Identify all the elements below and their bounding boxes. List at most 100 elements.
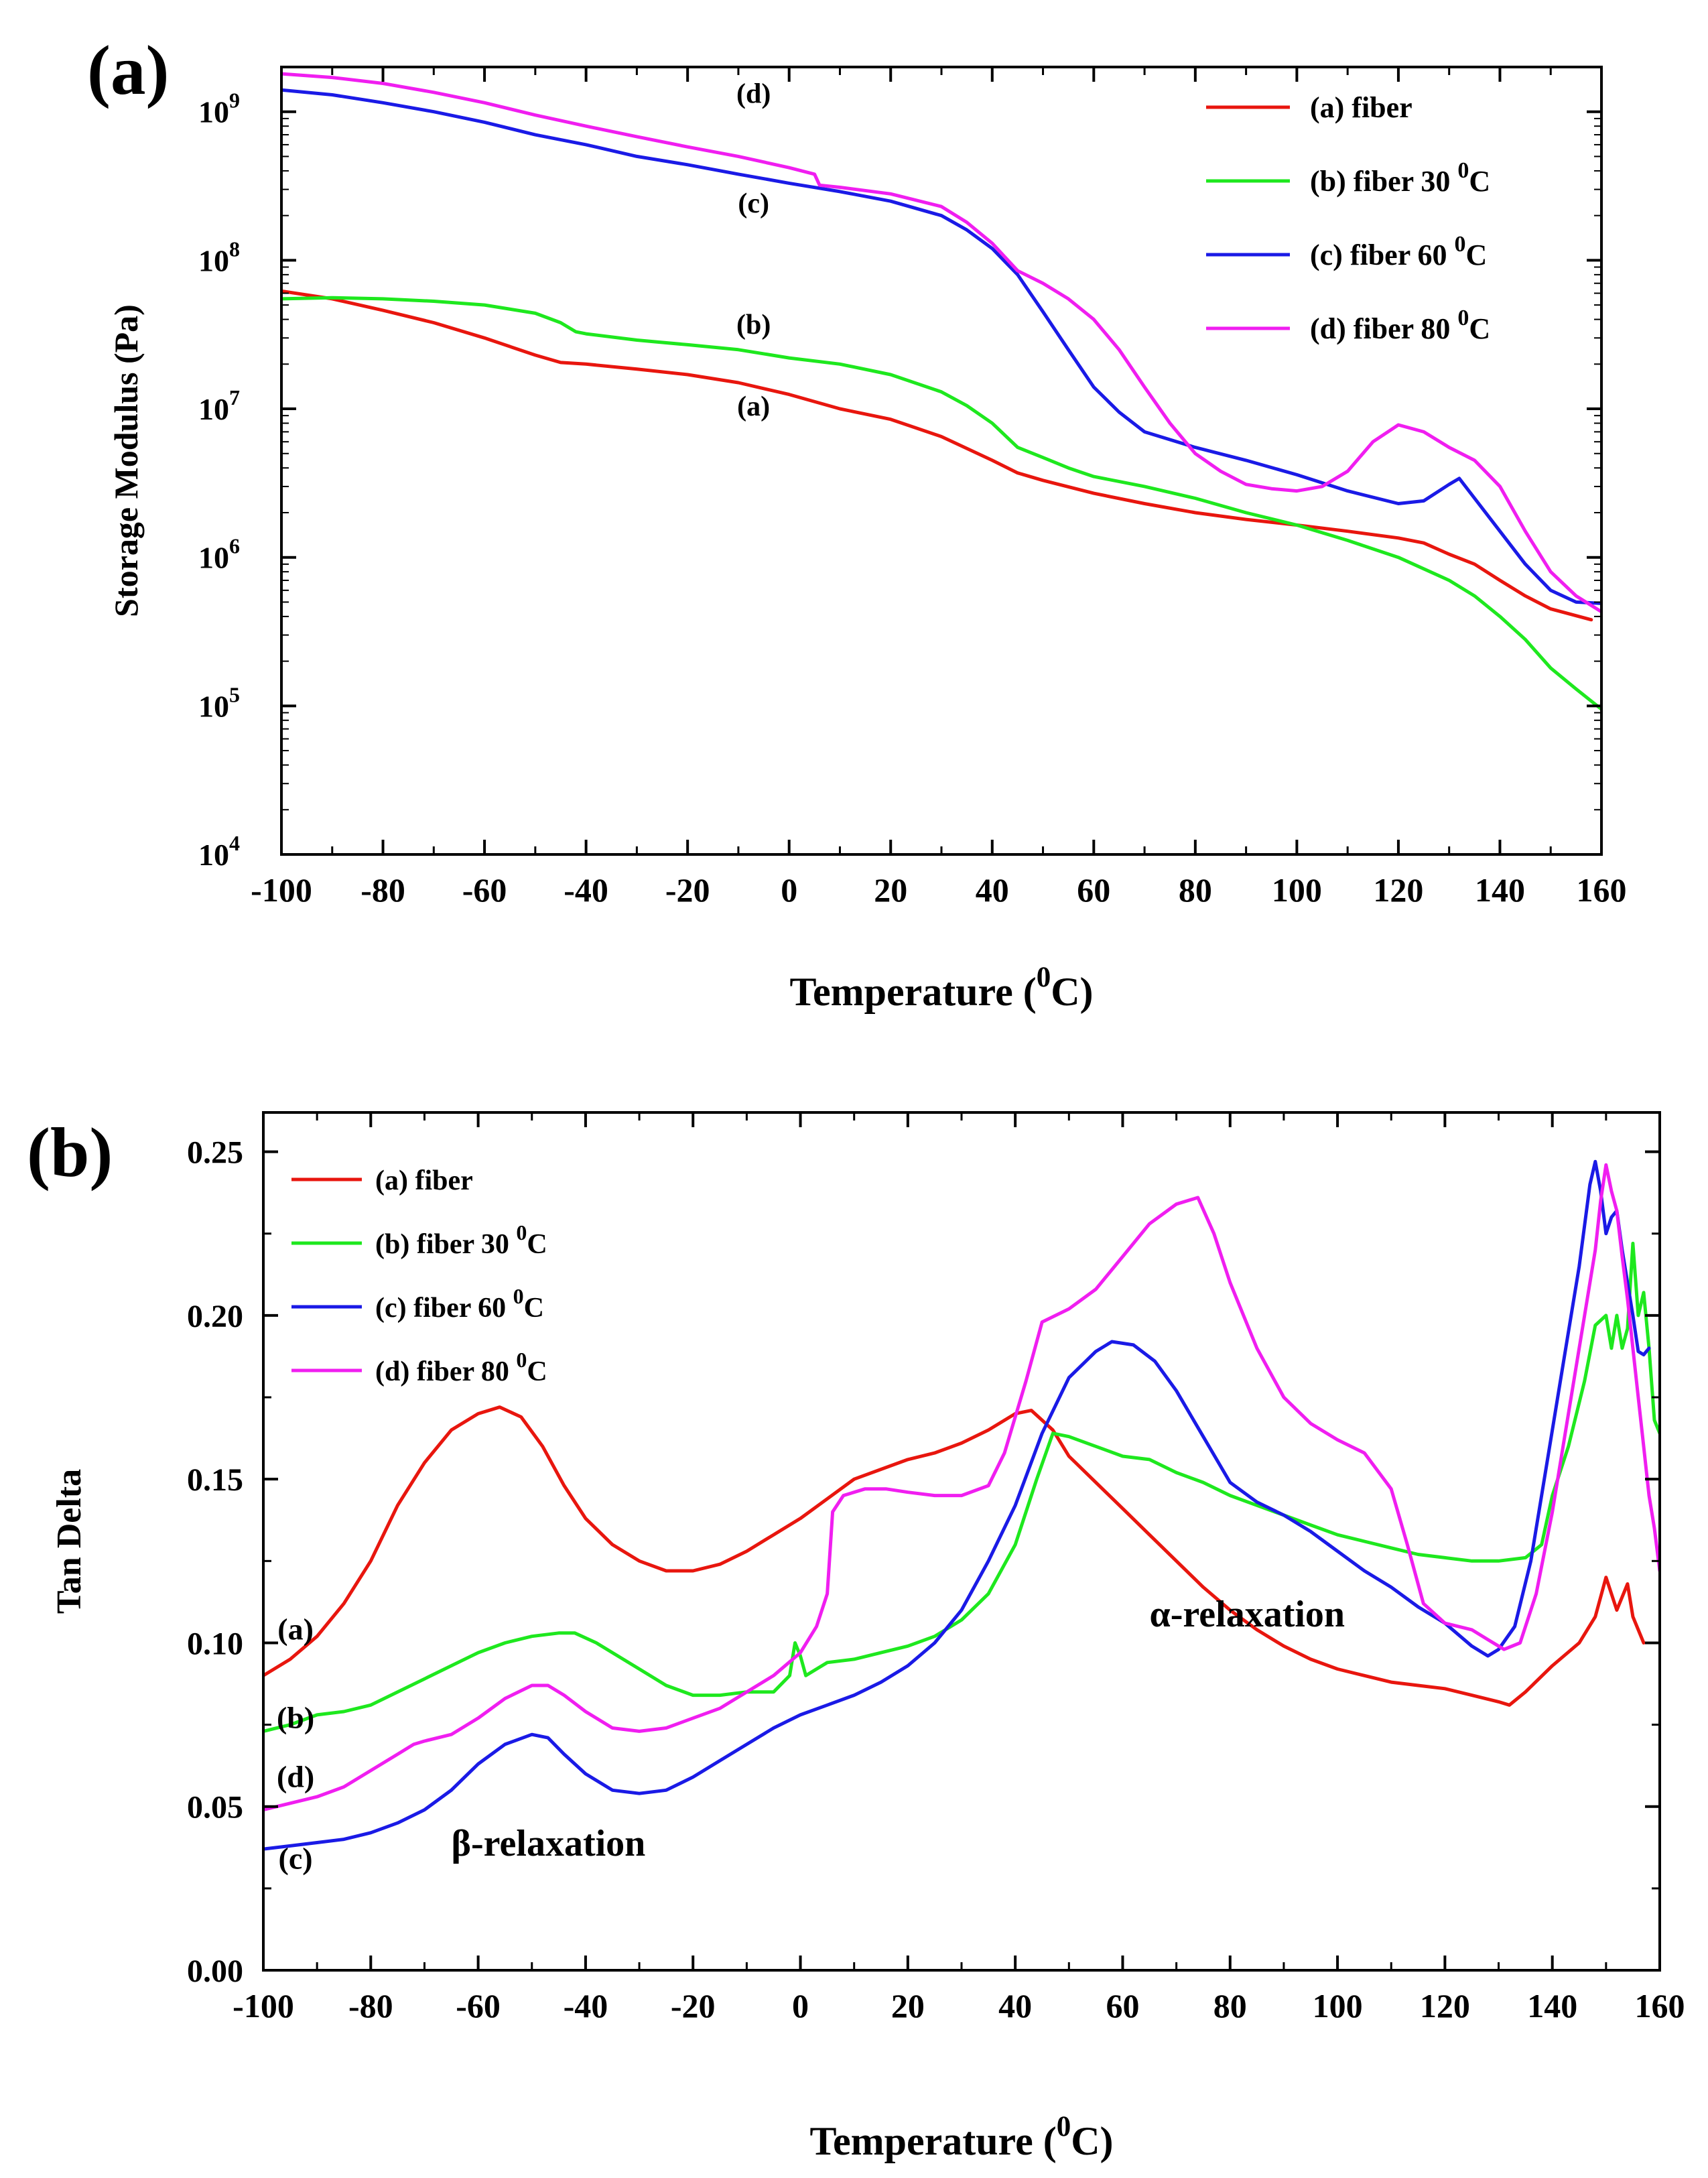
- legend-label: (d) fiber 80 0C: [375, 1348, 547, 1387]
- y-axis-label: Tan Delta: [50, 1469, 88, 1614]
- y-tick-label: 108: [198, 237, 240, 277]
- curve-annotation: (d): [736, 78, 771, 109]
- x-tick-label: 40: [976, 871, 1009, 909]
- legend-label-sup: 0: [1457, 306, 1469, 330]
- y-tick-base: 10: [198, 838, 229, 872]
- legend-label: (b) fiber 30 0C: [1310, 158, 1490, 198]
- legend-label-text: (c) fiber 60: [375, 1293, 513, 1324]
- y-tick-base: 10: [198, 541, 229, 575]
- x-tick-label: -40: [564, 871, 608, 909]
- legend-label-tail: C: [527, 1229, 547, 1260]
- x-tick-label: 0: [792, 1987, 809, 2025]
- x-axis-label: Temperature (0C): [789, 962, 1093, 1014]
- x-axis-label-text: Temperature (: [789, 970, 1036, 1014]
- legend-label-tail: C: [1469, 165, 1490, 198]
- x-tick-label: 100: [1272, 871, 1322, 909]
- x-tick-label: -40: [564, 1987, 608, 2025]
- series-line: [281, 296, 1601, 711]
- x-tick-label: 20: [891, 1987, 925, 2025]
- x-tick-label: 140: [1475, 871, 1525, 909]
- series-line: [263, 1241, 1660, 1733]
- y-tick-base: 10: [198, 392, 229, 426]
- x-axis-label-end: C): [1071, 2119, 1113, 2163]
- y-tick-label: 107: [198, 385, 240, 426]
- y-tick-label: 0.00: [187, 1953, 243, 1989]
- y-tick-label: 105: [198, 682, 240, 723]
- panel-label: (a): [87, 31, 169, 109]
- relaxation-annotation: β-relaxation: [452, 1823, 646, 1864]
- x-tick-label: -20: [665, 871, 710, 909]
- x-tick-label: 0: [781, 871, 797, 909]
- curve-annotation: (c): [738, 188, 769, 219]
- legend-label: (a) fiber: [1310, 91, 1413, 124]
- series-line: [263, 1159, 1651, 1851]
- legend-label-text: (c) fiber 60: [1310, 239, 1454, 271]
- chart-panel-a: (a)-100 -80 -60 -40 -20 0 20 40 60 80 100 120 140 160…: [87, 31, 1627, 1014]
- curve-annotation: (a): [277, 1612, 314, 1647]
- x-tick-label: 160: [1635, 1987, 1685, 2025]
- x-axis-label-text: Temperature (: [809, 2119, 1056, 2163]
- legend-label: (a) fiber: [375, 1165, 473, 1196]
- y-tick-exp: 5: [229, 682, 240, 706]
- x-tick-label: -60: [456, 1987, 501, 2025]
- x-axis-label-sup: 0: [1037, 962, 1051, 993]
- y-tick-exp: 4: [229, 831, 240, 855]
- legend: (a) fiber(b) fiber 30 0C(c) fiber 60 0C(…: [1206, 91, 1490, 345]
- legend-label-tail: C: [1465, 239, 1487, 271]
- x-tick-label: 60: [1106, 1987, 1139, 2025]
- x-tick-label: -20: [671, 1987, 716, 2025]
- y-tick-exp: 8: [229, 237, 240, 261]
- legend-label-text: (b) fiber 30: [1310, 165, 1457, 198]
- x-tick-label: -60: [462, 871, 507, 909]
- x-tick-label: -80: [348, 1987, 393, 2025]
- x-tick-label: 120: [1420, 1987, 1470, 2025]
- y-tick-exp: 9: [229, 88, 240, 113]
- x-tick-label: 80: [1179, 871, 1212, 909]
- x-tick-label: 120: [1373, 871, 1423, 909]
- legend-label-sup: 0: [516, 1220, 527, 1244]
- legend: (a) fiber(b) fiber 30 0C(c) fiber 60 0C(…: [291, 1165, 547, 1387]
- x-axis-label-end: C): [1051, 970, 1093, 1014]
- curve-annotation: (c): [279, 1842, 313, 1876]
- y-tick-base: 10: [198, 243, 229, 277]
- series-line: [281, 72, 1601, 614]
- y-axis-label: Storage Modulus (Pa): [107, 304, 145, 617]
- legend-label-tail: C: [527, 1356, 547, 1387]
- x-tick-label: 140: [1527, 1987, 1577, 2025]
- x-tick-label: 100: [1313, 1987, 1363, 2025]
- legend-label-text: (d) fiber 80: [375, 1356, 516, 1387]
- x-axis-label-sup: 0: [1057, 2111, 1071, 2142]
- y-tick-label: 0.25: [187, 1135, 243, 1171]
- legend-label: (c) fiber 60 0C: [1310, 232, 1487, 271]
- panel-label: (b): [27, 1113, 113, 1192]
- curve-annotation: (d): [277, 1759, 314, 1793]
- x-tick-label: 40: [998, 1987, 1032, 2025]
- legend-label-text: (a) fiber: [375, 1165, 473, 1196]
- legend-label-tail: C: [1469, 312, 1490, 345]
- curve-annotation: (b): [736, 310, 771, 340]
- legend-label-sup: 0: [1454, 232, 1465, 257]
- series-line: [281, 88, 1601, 605]
- legend-label-text: (d) fiber 80: [1310, 312, 1457, 345]
- legend-label-sup: 0: [1457, 158, 1469, 183]
- y-tick-exp: 6: [229, 534, 240, 558]
- y-tick-label: 0.15: [187, 1462, 243, 1498]
- x-tick-label: 160: [1577, 871, 1627, 909]
- y-tick-base: 10: [198, 95, 229, 129]
- y-tick-label: 0.05: [187, 1790, 243, 1825]
- y-tick-exp: 7: [229, 385, 240, 409]
- curve-annotation: (a): [737, 391, 770, 422]
- y-tick-label: 109: [198, 88, 240, 129]
- y-tick-label: 104: [198, 831, 240, 872]
- legend-label: (c) fiber 60 0C: [375, 1284, 544, 1324]
- legend-label-tail: C: [524, 1293, 544, 1324]
- legend-label-text: (a) fiber: [1310, 91, 1413, 124]
- x-tick-label: 20: [874, 871, 907, 909]
- x-tick-label: 80: [1213, 1987, 1247, 2025]
- x-tick-label: 60: [1077, 871, 1110, 909]
- series-line: [263, 1163, 1660, 1812]
- legend-label-sup: 0: [513, 1284, 524, 1308]
- series-line: [281, 289, 1593, 622]
